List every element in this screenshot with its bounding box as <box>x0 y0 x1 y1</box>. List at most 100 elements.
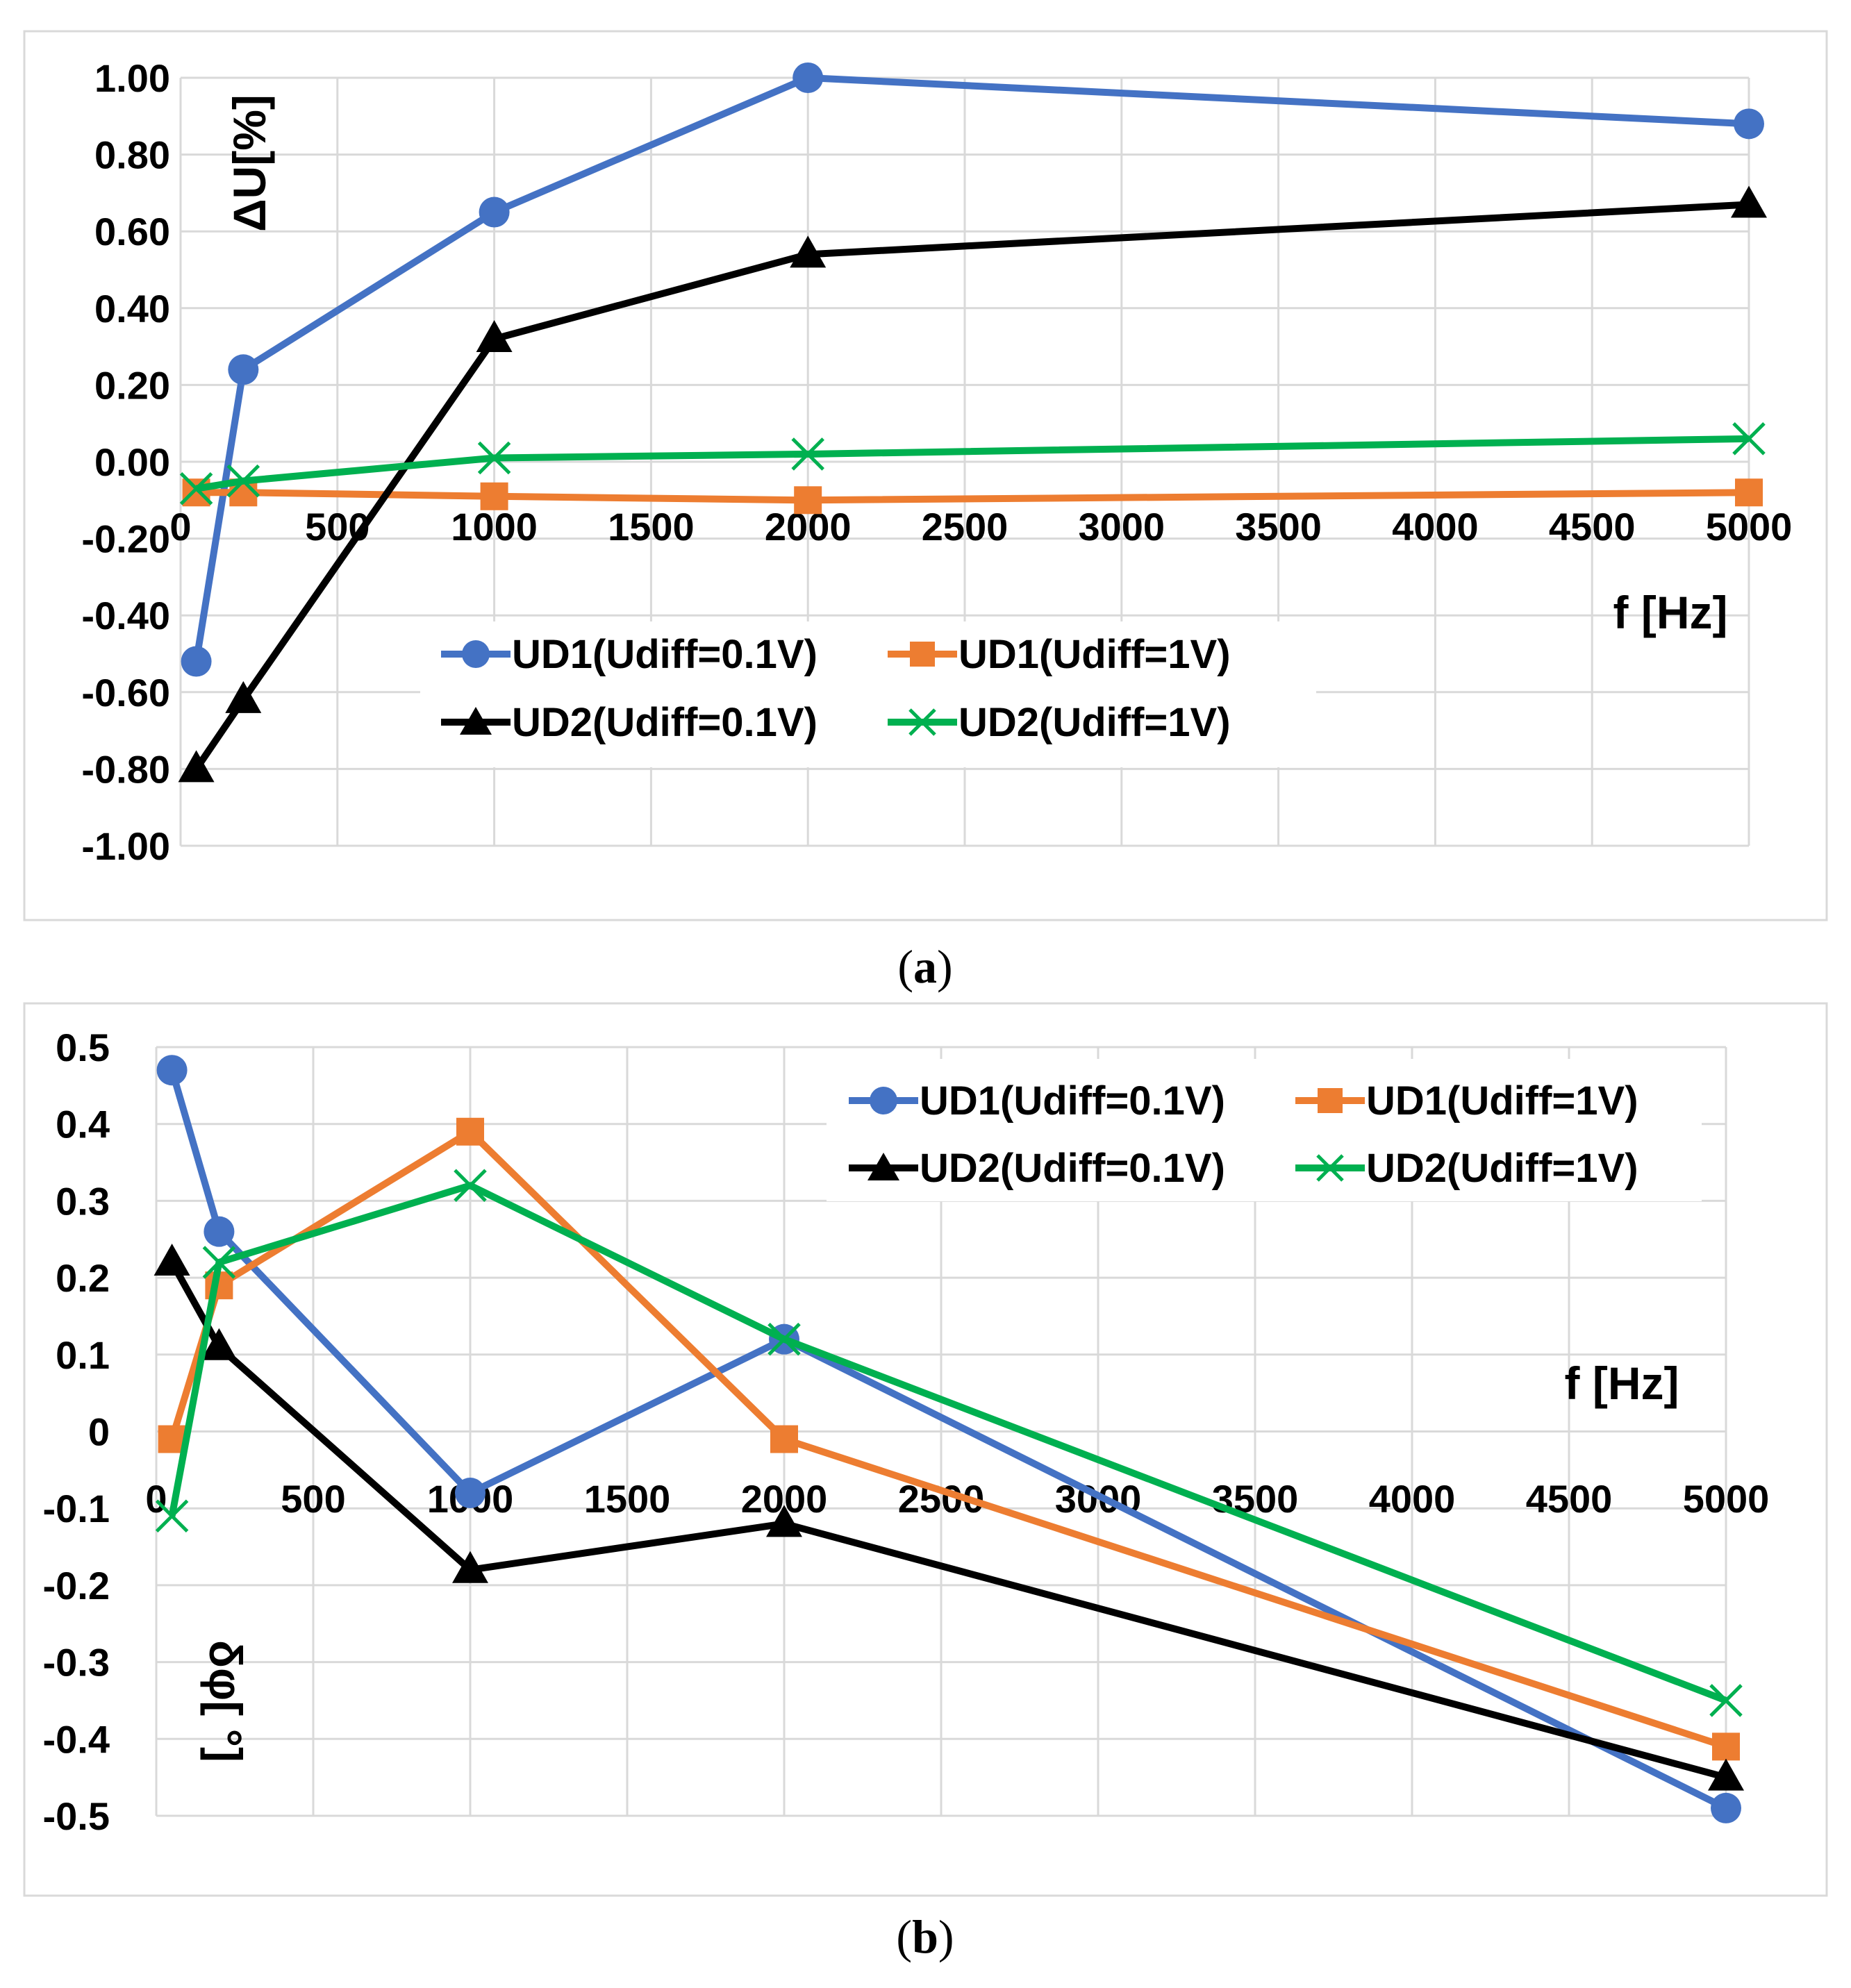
chart-a-series-ud1-udiff-0-1v-point <box>228 354 259 385</box>
chart-a-x-axis-label: f [Hz] <box>1613 587 1728 638</box>
chart-b-series-ud1-udiff-1v-point <box>770 1425 798 1453</box>
chart-a-y-axis-label: ΔU[%] <box>224 94 275 232</box>
chart-a-series-ud2-udiff-0-1v-point <box>1731 185 1767 218</box>
chart-a-y-tick-label: -1.00 <box>81 824 170 868</box>
chart-a-legend-label-ud2-1: UD2(Udiff=1V) <box>958 700 1231 745</box>
chart-a-series-ud1-udiff-1v <box>182 478 1763 515</box>
chart-b-y-tick-label: 0.4 <box>56 1103 110 1146</box>
chart-b-y-tick-label: -0.2 <box>43 1564 110 1607</box>
chart-a-legend-label-ud1-01: UD1(Udiff=0.1V) <box>512 632 817 677</box>
chart-a-legend-item-ud2-1: UD2(Udiff=1V) <box>888 700 1231 745</box>
chart-a: 1.00 0.80 0.60 0.40 0.20 0.00 -0.20 -0.40 -0.60 -… <box>23 30 1828 993</box>
chart-b-series-ud2-udiff-1v-point <box>155 1499 189 1533</box>
chart-b-y-tick-label: -0.5 <box>43 1794 110 1838</box>
chart-b-y-tick-label: 0.5 <box>56 1026 110 1069</box>
chart-b-series-ud2-udiff-0-1v <box>153 1243 1744 1791</box>
chart-b-legend-label-ud1-01: UD1(Udiff=0.1V) <box>920 1078 1225 1124</box>
chart-a-series-ud2-udiff-1v-point <box>791 437 824 471</box>
chart-a-series-ud2-udiff-0-1v-point <box>476 320 513 353</box>
chart-b-series-ud2-udiff-1v-point <box>202 1246 236 1279</box>
chart-a-legend-item-ud2-01: UD2(Udiff=0.1V) <box>441 700 817 745</box>
chart-a-legend-marker-ud2-1 <box>908 708 936 736</box>
chart-b-series-ud2-udiff-1v-point <box>1709 1684 1743 1717</box>
chart-b-series-ud1-udiff-0-1v-point <box>204 1216 235 1247</box>
chart-a-y-tick-labels: 1.00 0.80 0.60 0.40 0.20 0.00 -0.20 -0.40 -0.60 -… <box>81 56 170 868</box>
chart-b-series-ud2-udiff-1v <box>155 1169 1743 1717</box>
chart-a-y-tick-label: -0.20 <box>81 517 170 561</box>
chart-b-x-tick-label: 5000 <box>1683 1477 1770 1521</box>
chart-b-x-tick-label: 3500 <box>1212 1477 1299 1521</box>
chart-a-series-ud2-udiff-0-1v-point <box>790 235 827 268</box>
chart-b-legend: UD1(Udiff=0.1V) UD1(Udiff=1V) UD2(Udiff=… <box>827 1059 1702 1201</box>
chart-a-series <box>178 62 1767 783</box>
chart-b-y-tick-label: -0.1 <box>43 1487 110 1530</box>
chart-a-series-ud1-udiff-1v-point <box>182 478 210 507</box>
chart-b-series-ud1-udiff-0-1v-point <box>455 1478 485 1509</box>
chart-b-series-ud2-udiff-1v-point <box>454 1169 487 1203</box>
chart-b-series-ud2-udiff-1v-point <box>767 1322 801 1356</box>
chart-a-series-ud2-udiff-1v <box>179 422 1766 506</box>
chart-a-series-ud1-udiff-0-1v-point <box>1734 108 1764 140</box>
chart-b-legend-item-ud1-1: UD1(Udiff=1V) <box>1295 1078 1638 1124</box>
chart-a-y-tick-label: -0.80 <box>81 747 170 791</box>
chart-a-caption: (a) <box>897 940 952 993</box>
chart-b-series-ud1-udiff-1v-point <box>456 1117 484 1146</box>
chart-a-series-ud1-udiff-0-1v-point <box>479 197 510 228</box>
chart-b-legend-item-ud2-01: UD2(Udiff=0.1V) <box>849 1146 1225 1191</box>
chart-a-series-ud2-udiff-1v-point <box>477 441 511 475</box>
chart-a-legend-marker-ud1-1 <box>910 642 935 667</box>
chart-b-y-tick-label: 0.1 <box>56 1333 110 1377</box>
chart-a-y-tick-label: -0.40 <box>81 594 170 637</box>
chart-b-y-tick-labels: 0.5 0.4 0.3 0.2 0.1 0 -0.1 -0.2 -0.3 -0.4 -0.5 <box>43 1026 110 1838</box>
chart-a-series-ud1-udiff-1v-point <box>794 486 822 515</box>
chart-b-y-axis-label: δφ[ °] <box>200 1640 251 1762</box>
chart-b-series <box>153 1055 1744 1823</box>
chart-a-x-tick-label: 4000 <box>1392 505 1479 549</box>
chart-b-x-tick-label: 0 <box>145 1477 167 1521</box>
chart-b-y-tick-label: 0.2 <box>56 1256 110 1300</box>
chart-a-x-tick-label: 5000 <box>1706 505 1793 549</box>
chart-b-series-ud1-udiff-0-1v-point <box>1711 1792 1741 1823</box>
chart-b-y-tick-label: -0.3 <box>43 1641 110 1685</box>
chart-a-x-tick-label: 1500 <box>608 505 695 549</box>
chart-a-y-tick-label: 1.00 <box>94 56 170 100</box>
chart-a-x-tick-labels: 0 500 1000 1500 2000 2500 3000 3500 4000 4500 5000 <box>169 505 1792 549</box>
chart-a-series-ud2-udiff-1v-point <box>179 471 213 506</box>
chart-b-y-tick-label: -0.4 <box>43 1717 110 1761</box>
chart-b: 0.5 0.4 0.3 0.2 0.1 0 -0.1 -0.2 -0.3 -0.4 -0.5 0 50… <box>23 1002 1828 1963</box>
chart-b-legend-label-ud2-1: UD2(Udiff=1V) <box>1366 1146 1638 1191</box>
chart-a-series-ud1-udiff-0-1v-point <box>792 62 824 93</box>
chart-a-series-ud2-udiff-0-1v-point <box>225 680 262 713</box>
chart-b-legend-marker-ud2-1 <box>1316 1154 1344 1182</box>
chart-b-x-tick-label: 500 <box>281 1477 345 1521</box>
chart-b-series-ud1-udiff-0-1v-point <box>156 1055 188 1086</box>
chart-b-series-ud2-udiff-0-1v-point <box>452 1551 488 1583</box>
chart-a-series-ud2-udiff-1v-point <box>226 464 260 498</box>
chart-a-x-tick-label: 2500 <box>922 505 1008 549</box>
chart-b-y-tick-label: 0 <box>88 1410 110 1454</box>
chart-b-legend-marker-ud2-01 <box>868 1153 899 1180</box>
chart-a-legend-item-ud1-1: UD1(Udiff=1V) <box>888 632 1231 677</box>
chart-b-legend-label-ud2-01: UD2(Udiff=0.1V) <box>920 1146 1225 1191</box>
chart-b-legend-marker-ud1-01 <box>870 1087 897 1114</box>
chart-a-y-tick-label: 0.20 <box>94 363 170 407</box>
chart-b-series-ud2-udiff-0-1v-point <box>1708 1758 1744 1791</box>
chart-a-y-tick-label: -0.60 <box>81 671 170 715</box>
chart-b-legend-item-ud1-01: UD1(Udiff=0.1V) <box>849 1078 1225 1124</box>
chart-a-legend-marker-ud2-01 <box>460 707 492 735</box>
chart-a-legend-label-ud1-1: UD1(Udiff=1V) <box>958 632 1231 677</box>
chart-b-caption: (b) <box>896 1910 954 1963</box>
chart-a-series-ud2-udiff-0-1v <box>178 185 1767 783</box>
chart-a-x-tick-label: 3000 <box>1079 505 1165 549</box>
chart-a-y-tick-label: 0.00 <box>94 440 170 484</box>
chart-a-y-tick-label: 0.60 <box>94 210 170 253</box>
chart-a-series-ud2-udiff-1v-point <box>1732 422 1766 456</box>
chart-a-y-tick-label: 0.40 <box>94 287 170 331</box>
chart-b-legend-box <box>827 1059 1702 1201</box>
chart-a-x-tick-label: 3500 <box>1235 505 1322 549</box>
chart-a-series-ud1-udiff-0-1v-point <box>181 646 212 677</box>
chart-a-legend-box <box>420 621 1316 767</box>
chart-a-x-tick-label: 0 <box>169 505 191 549</box>
